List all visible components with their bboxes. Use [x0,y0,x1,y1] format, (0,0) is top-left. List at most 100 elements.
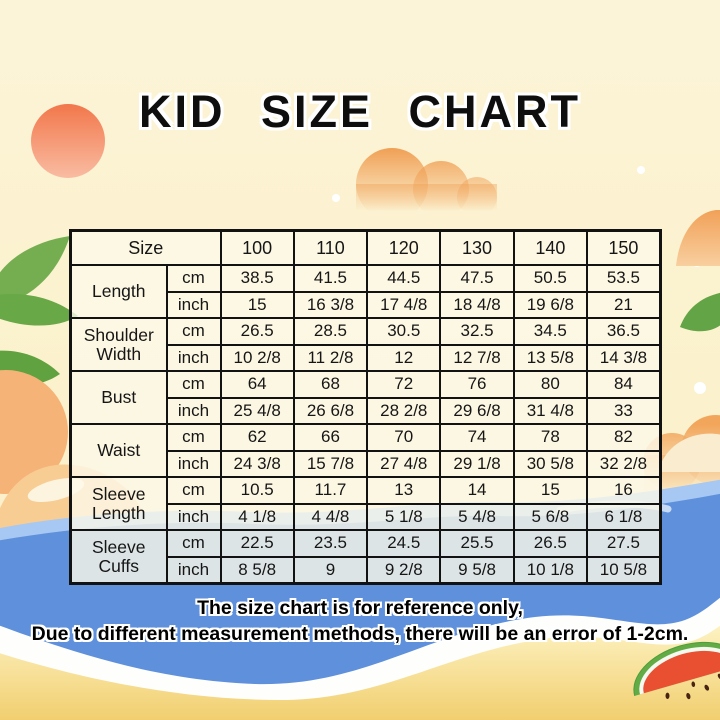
value-cell: 25.5 [439,529,515,558]
value-cell: 24 3/8 [219,449,295,478]
sun-icon [31,104,105,178]
value-cell: 29 6/8 [439,396,515,425]
value-cell: 15 7/8 [292,449,369,478]
size-header-cell: 100 [219,229,295,266]
value-cell: 4 1/8 [219,502,295,531]
value-cell: 15 [512,476,589,505]
value-cell: 10 5/8 [585,555,662,585]
unit-cell: inch [165,343,222,372]
value-cell: 9 5/8 [439,555,515,585]
row-label-cell: Shoulder Width [69,317,168,372]
watermelon-icon [633,641,720,700]
value-cell: 50.5 [512,264,589,293]
value-cell: 80 [512,370,589,399]
table-row: inch 15 16 3/8 17 4/8 18 4/8 19 6/8 21 [71,290,662,319]
table-row: inch 10 2/8 11 2/8 12 12 7/8 13 5/8 14 3/8 [71,343,662,372]
table-row: Length cm 38.5 41.5 44.5 47.5 50.5 53.5 [69,264,662,319]
value-cell: 28.5 [292,317,369,346]
value-cell: 16 3/8 [292,290,369,319]
size-chart-tbody: Size 100 110 120 130 140 150 Length cm 38.5 41.5 44… [69,229,662,585]
value-cell: 74 [439,423,515,452]
value-cell: 12 7/8 [439,343,515,372]
value-cell: 26.5 [219,317,295,346]
value-cell: 66 [292,423,369,452]
value-cell: 8 5/8 [219,555,295,585]
value-cell: 12 [366,343,442,372]
unit-cell: inch [165,502,222,531]
value-cell: 76 [439,370,515,399]
value-cell: 68 [292,370,369,399]
size-header-cell: 140 [512,229,589,266]
row-label-cell: Sleeve Length [69,476,168,531]
value-cell: 47.5 [439,264,515,293]
size-chart-table: Size 100 110 120 130 140 150 Length cm 38.5 41.5 44… [69,229,662,585]
value-cell: 10 1/8 [512,555,589,585]
table-row: Shoulder Width cm 26.5 28.5 30.5 32.5 34.5 36.5 [69,317,662,372]
disclaimer: The size chart is for reference only, Du… [0,595,720,647]
value-cell: 30 5/8 [512,449,589,478]
value-cell: 33 [585,396,662,425]
value-cell: 5 1/8 [366,502,442,531]
value-cell: 84 [585,370,662,399]
cloud-icon [356,148,497,220]
value-cell: 14 3/8 [585,343,662,372]
unit-cell: inch [165,396,222,425]
value-cell: 18 4/8 [439,290,515,319]
row-label-cell: Bust [69,370,168,425]
unit-cell: inch [165,555,222,585]
value-cell: 34.5 [512,317,589,346]
value-cell: 17 4/8 [366,290,442,319]
value-cell: 23.5 [292,529,369,558]
value-cell: 64 [219,370,295,399]
unit-cell: cm [165,529,222,558]
size-header-row: Size 100 110 120 130 140 150 [69,229,662,266]
value-cell: 10 2/8 [219,343,295,372]
value-cell: 78 [512,423,589,452]
value-cell: 21 [585,290,662,319]
unit-cell: cm [165,317,222,346]
table-row: Bust cm 64 68 72 76 80 84 [69,370,662,425]
sand-dune-icon [0,597,720,720]
value-cell: 13 [366,476,442,505]
unit-cell: cm [165,370,222,399]
value-cell: 26 6/8 [292,396,369,425]
value-cell: 10.5 [219,476,295,505]
value-cell: 38.5 [219,264,295,293]
row-label-cell: Length [69,264,168,319]
value-cell: 53.5 [585,264,662,293]
value-cell: 22.5 [219,529,295,558]
value-cell: 27 4/8 [366,449,442,478]
value-cell: 72 [366,370,442,399]
value-cell: 24.5 [366,529,442,558]
unit-cell: cm [165,423,222,452]
palm-leaf-icon-left [0,236,78,386]
value-cell: 6 1/8 [585,502,662,531]
value-cell: 26.5 [512,529,589,558]
table-row: Sleeve Length cm 10.5 11.7 13 14 15 16 [69,476,662,531]
unit-cell: inch [165,290,222,319]
table-row: inch 25 4/8 26 6/8 28 2/8 29 6/8 31 4/8 33 [71,396,662,425]
sand-dune-right [658,433,720,472]
unit-cell: inch [165,449,222,478]
value-cell: 32 2/8 [585,449,662,478]
value-cell: 30.5 [366,317,442,346]
value-cell: 19 6/8 [512,290,589,319]
value-cell: 82 [585,423,662,452]
size-header-cell: 110 [292,229,369,266]
palm-leaf-icon-right [680,292,720,332]
table-row: inch 4 1/8 4 4/8 5 1/8 5 4/8 5 6/8 6 1/8 [71,502,662,531]
value-cell: 5 6/8 [512,502,589,531]
disclaimer-line-2: Due to different measurement methods, th… [31,623,689,645]
row-label-cell: Waist [69,423,168,478]
value-cell: 9 2/8 [366,555,442,585]
value-cell: 36.5 [585,317,662,346]
unit-cell: cm [165,264,222,293]
value-cell: 4 4/8 [292,502,369,531]
value-cell: 15 [219,290,295,319]
value-cell: 62 [219,423,295,452]
value-cell: 28 2/8 [366,396,442,425]
value-cell: 16 [585,476,662,505]
value-cell: 29 1/8 [439,449,515,478]
table-row: Sleeve Cuffs cm 22.5 23.5 24.5 25.5 26.5 27.5 [69,529,662,585]
